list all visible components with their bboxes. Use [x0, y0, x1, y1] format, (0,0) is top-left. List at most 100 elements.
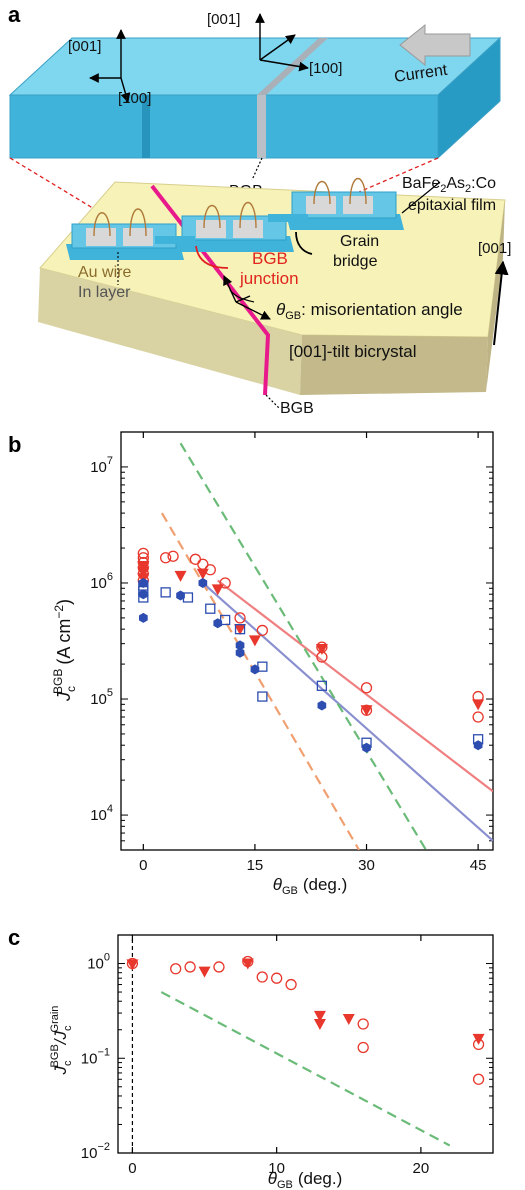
dir-100-left-label: [100]	[118, 90, 151, 107]
panel-b-plot-frame	[120, 431, 494, 851]
data-point-filled-hexagon	[213, 618, 223, 629]
dir-001-left-label: [001]	[68, 38, 101, 55]
panel-b: b 0 15 30 45 104 105 106 107 JcBGB(A cm−2) θGB(…	[8, 431, 494, 897]
data-point-filled-triangle	[315, 643, 328, 655]
bgb-bottom-label: BGB	[280, 400, 314, 417]
x-tick-label: 45	[470, 857, 487, 874]
data-point-filled-triangle	[137, 566, 150, 578]
data-point-open-square	[205, 603, 216, 614]
dir-001-right-label: [001]	[207, 11, 240, 28]
crystal-axes-left	[89, 29, 131, 103]
data-point-filled-triangle	[211, 584, 224, 596]
crystal-block	[8, 36, 502, 160]
data-point-filled-hexagon	[473, 740, 483, 751]
panel-b-xlabel: θGB (deg.)	[273, 875, 348, 897]
data-point-open-circle	[219, 577, 231, 589]
data-point-filled-hexagon	[362, 742, 371, 753]
x-tick-label: 0	[128, 1160, 136, 1177]
data-point-open-circle	[189, 553, 202, 565]
grain-bridge-label-1: Grain	[340, 233, 379, 250]
panel-b-plot-area: 0 15 30 45 104 105 106 107	[90, 431, 493, 874]
data-point-filled-hexagon	[317, 700, 327, 711]
data-point-open-circle	[137, 547, 149, 560]
x-tick-label: 10	[268, 1160, 285, 1177]
panel-b-ylabel: JcBGB(A cm−2)	[51, 599, 78, 702]
data-point-filled-triangle	[174, 570, 187, 582]
data-point-open-circle	[271, 972, 283, 984]
panel-c-xlabel: θGB (deg.)	[268, 1169, 343, 1190]
data-point-filled-hexagon	[250, 664, 260, 675]
panel-b-letter: b	[8, 432, 21, 457]
data-point-filled-triangle	[472, 1033, 485, 1045]
data-point-filled-triangle	[313, 1018, 326, 1030]
data-point-filled-triangle	[342, 1013, 355, 1025]
y-tick-label: 106	[90, 571, 113, 592]
data-point-filled-triangle	[234, 624, 247, 636]
data-point-open-circle	[170, 963, 182, 975]
x-tick-label: 20	[413, 1160, 430, 1177]
panel-c: c 0 10 20 10−2 10−1 100 JcBGB/JcGrain θGB (deg…	[8, 925, 494, 1190]
bgb-plane-face	[257, 95, 266, 158]
crystal-axes-right	[255, 13, 309, 72]
data-point-open-square	[316, 680, 328, 691]
panel-c-plot-frame	[117, 934, 494, 1154]
au-wire-label: Au wire	[78, 264, 131, 281]
data-point-open-circle	[184, 961, 196, 973]
substrate-001-arrow	[493, 260, 509, 346]
data-point-open-circle	[360, 682, 373, 694]
data-point-filled-hexagon	[176, 590, 185, 601]
data-point-open-circle	[472, 1073, 485, 1085]
x-tick-label: 0	[139, 857, 147, 874]
au-wires	[93, 177, 367, 237]
data-point-open-square	[160, 587, 171, 598]
data-point-filled-hexagon	[235, 640, 245, 651]
grain-bridge-pointer	[295, 231, 313, 255]
data-point-open-circle	[167, 550, 179, 562]
data-point-open-circle	[256, 971, 268, 983]
film-label-1: BaFe2As2:Co	[402, 175, 496, 195]
panel-c-ylabel: JcBGB/JcGrain	[49, 1006, 74, 1076]
y-tick-label: 100	[87, 952, 110, 973]
x-tick-label: 30	[358, 857, 375, 874]
panel-c-plot-area: 0 10 20 10−2 10−1 100	[81, 934, 493, 1177]
data-point-open-circle	[256, 624, 269, 637]
data-point-filled-triangle	[126, 959, 139, 971]
data-point-filled-triangle	[241, 958, 254, 970]
in-layer-label: In layer	[78, 284, 131, 301]
bridge-link-2	[268, 214, 308, 222]
y-tick-label: 105	[90, 687, 113, 708]
current-arrow	[399, 23, 471, 67]
grain-bridge-label-2: bridge	[333, 253, 378, 270]
data-point-open-circle	[213, 961, 225, 973]
trend-line	[202, 582, 493, 842]
data-point-open-square	[234, 624, 246, 635]
substrate-001-label: [001]	[478, 240, 511, 257]
data-point-filled-hexagon	[235, 647, 245, 658]
data-point-open-circle	[234, 612, 246, 624]
bicrystal-label: [001]-tilt bicrystal	[289, 342, 417, 361]
data-point-filled-triangle	[248, 635, 261, 647]
data-point-filled-hexagon	[139, 578, 148, 588]
theta-angle-marker	[223, 275, 271, 320]
panel-a: a [001] [100] [001] [100]	[8, 2, 511, 417]
data-point-open-circle	[357, 1041, 369, 1054]
bridge-link-1	[155, 236, 195, 244]
y-tick-label: 10−1	[81, 1046, 110, 1067]
x-tick-label: 15	[247, 857, 264, 874]
bgb-junction-label-2: junction	[239, 269, 299, 288]
data-point-filled-triangle	[137, 561, 150, 573]
trend-line	[160, 512, 361, 850]
data-point-filled-hexagon	[139, 612, 148, 623]
bgb-junction-label-1: BGB	[252, 249, 288, 268]
panel-a-letter: a	[8, 2, 21, 27]
bgb-junction-pointer	[195, 245, 229, 269]
trend-line	[160, 991, 451, 1147]
data-point-open-circle	[285, 978, 297, 991]
film-pad-3	[286, 191, 404, 230]
data-point-filled-triangle	[313, 1010, 326, 1022]
y-tick-label: 104	[90, 803, 113, 824]
data-point-open-circle	[472, 711, 484, 723]
data-point-filled-hexagon	[198, 578, 208, 588]
film-label-2: epitaxial film	[408, 197, 496, 214]
